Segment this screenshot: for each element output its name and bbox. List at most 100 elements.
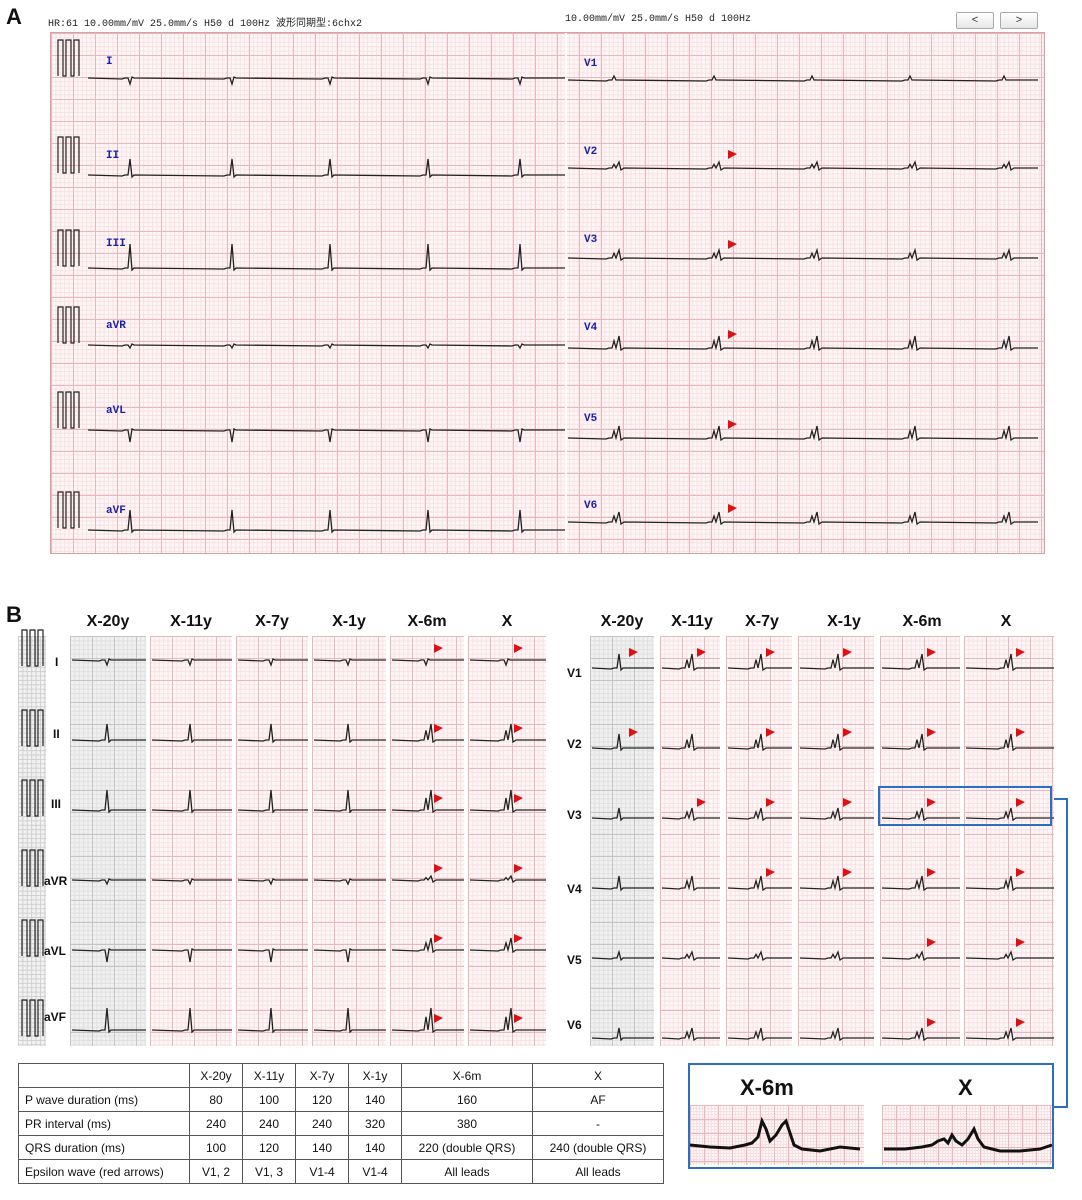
chest-header-X-7y: X-7y xyxy=(745,613,779,630)
trace-lead-aVL xyxy=(87,428,565,443)
limb-col-X-7y xyxy=(236,636,308,1046)
b-lead-label-V1: V1 xyxy=(567,666,582,680)
b-trace-V6-X xyxy=(965,1027,1054,1042)
b-lead-label-V5: V5 xyxy=(567,953,582,967)
b-trace-V3-X-11y xyxy=(661,807,720,822)
lead-label-V1: V1 xyxy=(584,58,598,70)
b-trace-aVL-X-20y xyxy=(71,948,146,963)
epsilon-arrow-V5 xyxy=(728,420,737,429)
zoom-grid-X xyxy=(882,1105,1052,1165)
calibration-pulse-aVF xyxy=(57,491,80,529)
b-epsilon-arrow-V3-X xyxy=(1016,798,1025,807)
connector-line-h xyxy=(1054,798,1068,800)
table-cell: P wave duration (ms) xyxy=(18,1087,190,1112)
connector-line-h2 xyxy=(1054,1106,1068,1108)
table-cell: AF xyxy=(532,1087,664,1112)
b-lead-label-aVR: aVR xyxy=(44,874,68,888)
b-trace-V2-X-6m xyxy=(881,733,960,752)
b-epsilon-arrow-V1-X xyxy=(1016,648,1025,657)
lead-label-V4: V4 xyxy=(584,322,598,334)
next-page-button[interactable]: > xyxy=(1000,12,1038,29)
table-header-cell xyxy=(18,1063,190,1088)
chest-col-X-6m xyxy=(880,636,960,1046)
b-epsilon-arrow-V3-X-7y xyxy=(766,798,775,807)
zoom-panel: X-6m X xyxy=(688,1063,1054,1169)
trace-lead-V5 xyxy=(567,425,1038,442)
b-epsilon-arrow-V2-X-20y xyxy=(629,728,638,737)
b-trace-II-X-11y xyxy=(151,723,232,744)
limb-header-X-1y: X-1y xyxy=(332,613,366,630)
panel-b-calibration-strip xyxy=(18,636,46,1046)
table-cell: 140 xyxy=(348,1135,402,1160)
table-cell: 80 xyxy=(189,1087,243,1112)
table-header-cell: X-20y xyxy=(189,1063,243,1088)
trace-lead-I xyxy=(87,76,565,87)
b-trace-III-X-7y xyxy=(237,789,308,814)
b-calibration-pulse-aVF xyxy=(21,999,44,1037)
lead-label-V3: V3 xyxy=(584,234,598,246)
b-lead-label-aVL: aVL xyxy=(44,944,67,958)
panel-a-label: A xyxy=(6,4,22,29)
calibration-pulse-aVR xyxy=(57,306,80,344)
table-cell: 240 xyxy=(242,1111,296,1136)
lead-label-I: I xyxy=(106,56,113,68)
b-trace-aVR-X-20y xyxy=(71,878,146,886)
b-trace-II-X-1y xyxy=(313,723,386,744)
chest-header-X-1y: X-1y xyxy=(827,613,861,630)
chest-header-X-20y: X-20y xyxy=(600,613,644,630)
epsilon-arrow-V2 xyxy=(728,150,737,159)
table-header-cell: X-7y xyxy=(295,1063,349,1088)
b-trace-I-X xyxy=(469,658,546,667)
panel-a-header-left: HR:61 10.00mm/mV 25.0mm/s H50 d 100Hz 波形… xyxy=(48,19,363,30)
table-cell: V1-4 xyxy=(348,1159,402,1184)
b-trace-III-X-6m xyxy=(391,789,464,814)
b-trace-II-X-20y xyxy=(71,723,146,744)
b-lead-label-III: III xyxy=(51,797,62,811)
b-epsilon-arrow-V2-X-7y xyxy=(766,728,775,737)
b-trace-V3-X-1y xyxy=(799,807,874,822)
table-cell: 100 xyxy=(189,1135,243,1160)
table-cell: V1-4 xyxy=(295,1159,349,1184)
b-trace-V1-X-7y xyxy=(727,653,792,672)
chest-header-X-6m: X-6m xyxy=(902,613,942,630)
b-epsilon-arrow-V1-X-7y xyxy=(766,648,775,657)
trace-lead-V6 xyxy=(567,511,1038,526)
prev-page-button[interactable]: < xyxy=(956,12,994,29)
panel-a-header-right: 10.00mm/mV 25.0mm/s H50 d 100Hz xyxy=(565,14,752,25)
table-header-row: X-20y X-11y X-7y X-1y X-6m X xyxy=(18,1063,664,1088)
b-calibration-pulse-aVR xyxy=(21,849,44,887)
b-epsilon-arrow-aVF-X-6m xyxy=(434,1014,443,1023)
limb-header-X-7y: X-7y xyxy=(255,613,289,630)
b-trace-III-X xyxy=(469,789,546,814)
b-lead-label-aVF: aVF xyxy=(44,1010,67,1024)
table-header-cell: X-6m xyxy=(401,1063,533,1088)
b-trace-I-X-1y xyxy=(313,658,386,667)
panel-b-label: B xyxy=(6,602,22,627)
table-row: P wave duration (ms) 80 100 120 140 160 … xyxy=(18,1087,664,1112)
table-row: PR interval (ms) 240 240 240 320 380 - xyxy=(18,1111,664,1136)
b-lead-label-V6: V6 xyxy=(567,1018,582,1032)
b-trace-V3-X-6m xyxy=(881,807,960,822)
b-trace-aVL-X-11y xyxy=(151,948,232,963)
table-cell: 120 xyxy=(295,1087,349,1112)
b-calibration-pulse-II xyxy=(21,709,44,747)
b-trace-aVR-X-7y xyxy=(237,878,308,886)
calibration-pulse-II xyxy=(57,136,80,174)
b-epsilon-arrow-V1-X-1y xyxy=(843,648,852,657)
table-row: QRS duration (ms) 100 120 140 140 220 (d… xyxy=(18,1135,664,1160)
b-trace-V1-X-6m xyxy=(881,653,960,672)
b-calibration-pulse-I xyxy=(21,629,44,667)
b-trace-aVR-X xyxy=(469,874,546,884)
b-trace-V2-X-11y xyxy=(661,733,720,752)
trace-lead-aVR xyxy=(87,343,565,350)
b-trace-V5-X-1y xyxy=(799,950,874,962)
b-epsilon-arrow-aVR-X-6m xyxy=(434,864,443,873)
zoom-trace-X xyxy=(884,1125,1053,1153)
b-epsilon-arrow-V2-X-1y xyxy=(843,728,852,737)
b-trace-V3-X-7y xyxy=(727,807,792,822)
b-trace-V5-X xyxy=(965,950,1054,962)
b-trace-V6-X-7y xyxy=(727,1027,792,1042)
b-trace-V2-X-1y xyxy=(799,733,874,752)
table-header-cell: X-1y xyxy=(348,1063,402,1088)
b-trace-V2-X-7y xyxy=(727,733,792,752)
